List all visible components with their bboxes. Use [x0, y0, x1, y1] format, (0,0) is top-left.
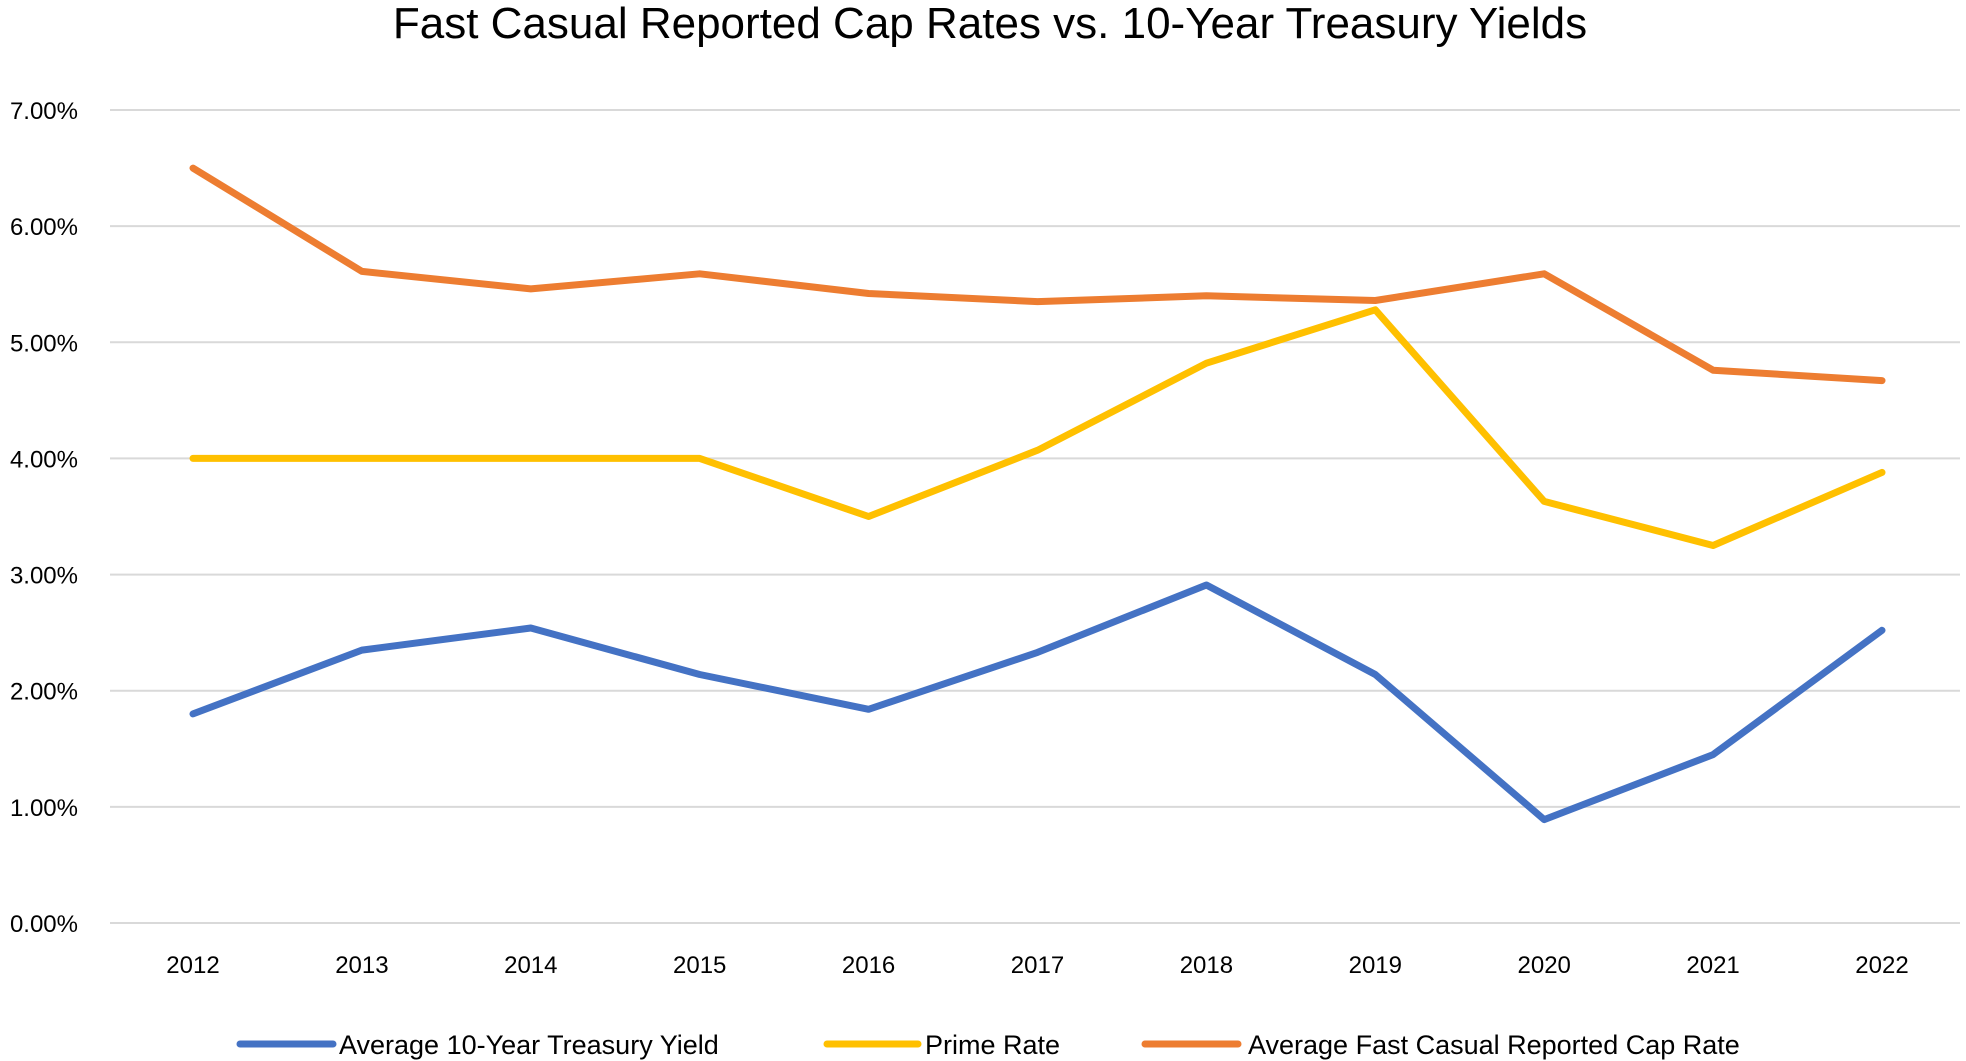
series-line-0: [189, 581, 1886, 824]
x-tick-label: 2022: [1855, 952, 1908, 979]
x-tick-label: 2019: [1349, 952, 1402, 979]
x-tick-label: 2017: [1011, 952, 1064, 979]
x-tick-label: 2018: [1180, 952, 1233, 979]
legend-label-2: Average Fast Casual Reported Cap Rate: [1248, 1030, 1740, 1060]
y-tick-label: 0.00%: [10, 911, 78, 938]
y-tick-label: 4.00%: [10, 446, 78, 473]
x-tick-label: 2015: [673, 952, 726, 979]
y-tick-label: 6.00%: [10, 214, 78, 241]
series-line-2: [189, 164, 1886, 385]
chart-title: Fast Casual Reported Cap Rates vs. 10-Ye…: [393, 0, 1587, 48]
legend-label-0: Average 10-Year Treasury Yield: [339, 1030, 719, 1060]
y-tick-label: 7.00%: [10, 98, 78, 125]
series-line-1: [189, 306, 1886, 549]
y-tick-label: 5.00%: [10, 330, 78, 357]
x-tick-label: 2021: [1686, 952, 1739, 979]
y-axis-tick-labels: 0.00% 1.00% 2.00% 3.00% 4.00% 5.00% 6.00% 7.00%: [10, 98, 78, 938]
x-tick-label: 2016: [842, 952, 895, 979]
x-tick-label: 2014: [504, 952, 557, 979]
legend: Average 10-Year Treasury Yield Prime Rate…: [236, 1030, 1740, 1060]
x-axis-tick-labels: 2012 2013 2014 2015 2016 2017 2018 2019 2020 2021…: [166, 952, 1908, 979]
x-tick-label: 2012: [166, 952, 219, 979]
x-tick-label: 2020: [1518, 952, 1571, 979]
legend-label-1: Prime Rate: [925, 1030, 1060, 1060]
x-tick-label: 2013: [335, 952, 388, 979]
y-tick-label: 3.00%: [10, 563, 78, 590]
gridlines: [110, 109, 1960, 924]
y-tick-label: 1.00%: [10, 795, 78, 822]
series-lines: [189, 164, 1886, 824]
y-tick-label: 2.00%: [10, 679, 78, 706]
